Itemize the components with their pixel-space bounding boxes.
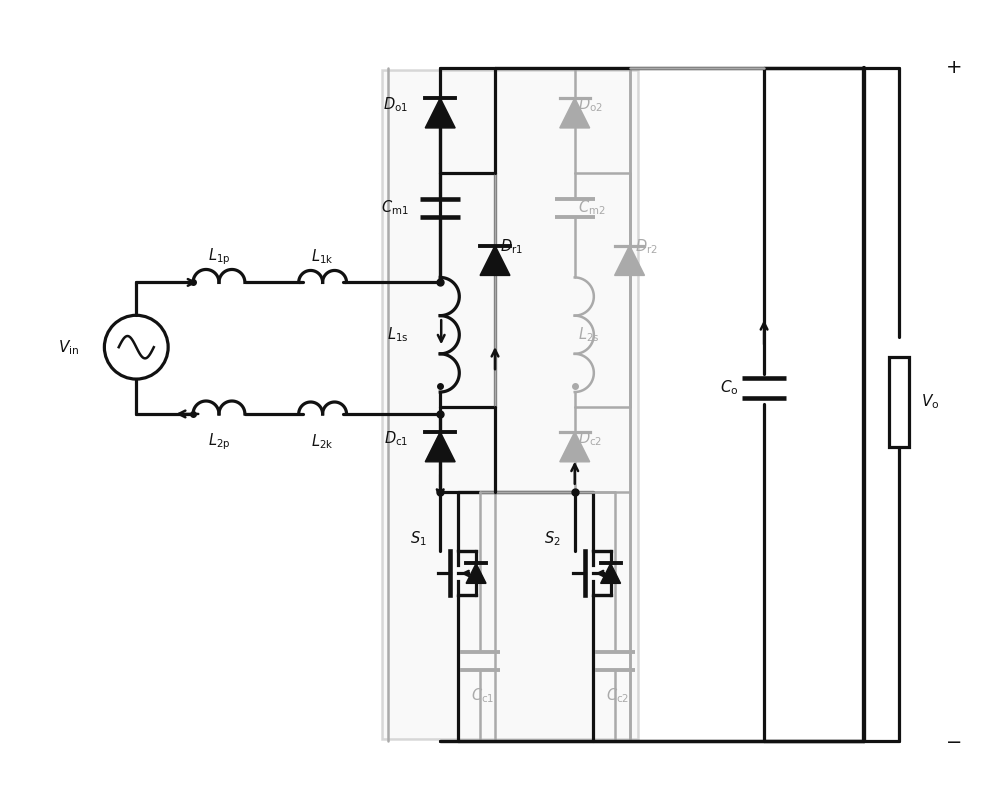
Text: $-$: $-$ xyxy=(945,731,962,750)
Text: $L_\mathrm{1p}$: $L_\mathrm{1p}$ xyxy=(208,246,230,267)
Polygon shape xyxy=(425,98,455,128)
Text: $D_\mathrm{o1}$: $D_\mathrm{o1}$ xyxy=(383,95,408,115)
Text: $+$: $+$ xyxy=(945,59,962,77)
Polygon shape xyxy=(480,245,510,275)
Text: $C_\mathrm{c1}$: $C_\mathrm{c1}$ xyxy=(471,687,495,705)
Text: $C_\mathrm{o}$: $C_\mathrm{o}$ xyxy=(720,379,739,398)
Text: $L_\mathrm{1k}$: $L_\mathrm{1k}$ xyxy=(311,247,334,265)
Text: $D_\mathrm{r2}$: $D_\mathrm{r2}$ xyxy=(635,237,657,256)
Text: $L_\mathrm{2k}$: $L_\mathrm{2k}$ xyxy=(311,432,334,452)
Text: $D_\mathrm{r1}$: $D_\mathrm{r1}$ xyxy=(500,237,523,256)
Bar xyxy=(382,70,638,739)
Polygon shape xyxy=(601,564,621,583)
Bar xyxy=(889,357,909,447)
Polygon shape xyxy=(560,98,590,128)
Text: $D_\mathrm{o2}$: $D_\mathrm{o2}$ xyxy=(578,95,603,115)
Text: $S_2$: $S_2$ xyxy=(544,529,561,548)
Text: $L_\mathrm{2s}$: $L_\mathrm{2s}$ xyxy=(578,326,599,344)
Polygon shape xyxy=(560,432,590,462)
Text: $V_\mathrm{in}$: $V_\mathrm{in}$ xyxy=(58,338,79,357)
Polygon shape xyxy=(425,432,455,462)
Text: $L_\mathrm{2p}$: $L_\mathrm{2p}$ xyxy=(208,431,230,452)
Text: $V_\mathrm{o}$: $V_\mathrm{o}$ xyxy=(921,393,940,411)
Text: $D_\mathrm{c1}$: $D_\mathrm{c1}$ xyxy=(384,430,408,448)
Text: $L_\mathrm{1s}$: $L_\mathrm{1s}$ xyxy=(387,326,408,344)
Text: $C_\mathrm{c2}$: $C_\mathrm{c2}$ xyxy=(606,687,629,705)
Polygon shape xyxy=(615,245,644,275)
Text: $C_\mathrm{m1}$: $C_\mathrm{m1}$ xyxy=(381,198,408,217)
Text: $D_\mathrm{c2}$: $D_\mathrm{c2}$ xyxy=(578,430,602,448)
Text: $C_\mathrm{m2}$: $C_\mathrm{m2}$ xyxy=(578,198,605,217)
Polygon shape xyxy=(466,564,486,583)
Text: $S_1$: $S_1$ xyxy=(410,529,427,548)
